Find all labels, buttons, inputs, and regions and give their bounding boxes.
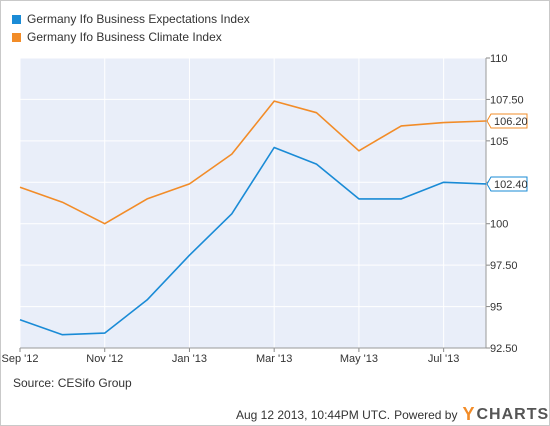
legend-label-expectations: Germany Ifo Business Expectations Index	[27, 12, 250, 26]
ycharts-logo[interactable]: Y CHARTS	[462, 404, 549, 425]
series-line-expectations	[19, 146, 487, 336]
legend-label-climate: Germany Ifo Business Climate Index	[27, 30, 222, 44]
callout-label: 102.40	[494, 179, 528, 191]
legend-item-expectations[interactable]: Germany Ifo Business Expectations Index	[12, 10, 250, 28]
x-tick-label: Jul '13	[428, 353, 459, 365]
x-tick-label: Nov '12	[86, 353, 123, 365]
ycharts-logo-text: CHARTS	[476, 405, 550, 423]
y-tick-label: 95	[490, 302, 502, 314]
callout-label: 106.20	[494, 116, 528, 128]
y-tick-label: 100	[490, 219, 508, 231]
callout-box	[486, 113, 528, 129]
y-tick-label: 107.50	[490, 94, 524, 106]
y-tick-label: 105	[490, 136, 508, 148]
last-value-callout-expectations: 102.40	[486, 176, 528, 192]
x-tick-label: Mar '13	[256, 353, 292, 365]
plot-area	[20, 58, 486, 348]
legend: Germany Ifo Business Expectations Index …	[12, 10, 250, 46]
x-tick-label: Sep '12	[2, 353, 39, 365]
footer-timestamp: Aug 12 2013, 10:44PM UTC.	[236, 407, 391, 422]
footer-powered-by: Powered by	[394, 407, 458, 422]
x-tick-label: May '13	[340, 353, 378, 365]
legend-swatch-expectations	[12, 14, 21, 24]
callout-box	[486, 176, 528, 192]
y-tick-label: 92.50	[490, 343, 518, 355]
footer: Aug 12 2013, 10:44PM UTC. Powered by Y C…	[236, 404, 549, 425]
ycharts-logo-y: Y	[462, 404, 476, 424]
legend-swatch-climate	[12, 32, 21, 42]
legend-item-climate[interactable]: Germany Ifo Business Climate Index	[12, 28, 250, 46]
source-note: Source: CESifo Group	[13, 376, 132, 390]
x-tick-label: Jan '13	[172, 353, 207, 365]
series-line-climate	[19, 100, 487, 225]
last-value-callout-climate: 106.20	[486, 113, 528, 129]
y-tick-label: 110	[490, 53, 508, 65]
y-tick-label: 97.50	[490, 260, 518, 272]
